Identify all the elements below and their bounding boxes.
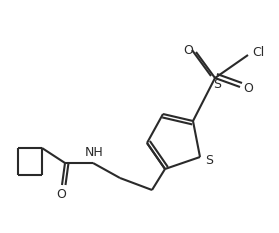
Text: O: O: [56, 188, 66, 201]
Text: O: O: [243, 82, 253, 95]
Text: NH: NH: [85, 147, 104, 160]
Text: S: S: [205, 154, 213, 168]
Text: O: O: [183, 45, 193, 58]
Text: S: S: [213, 78, 221, 90]
Text: Cl: Cl: [252, 47, 264, 59]
